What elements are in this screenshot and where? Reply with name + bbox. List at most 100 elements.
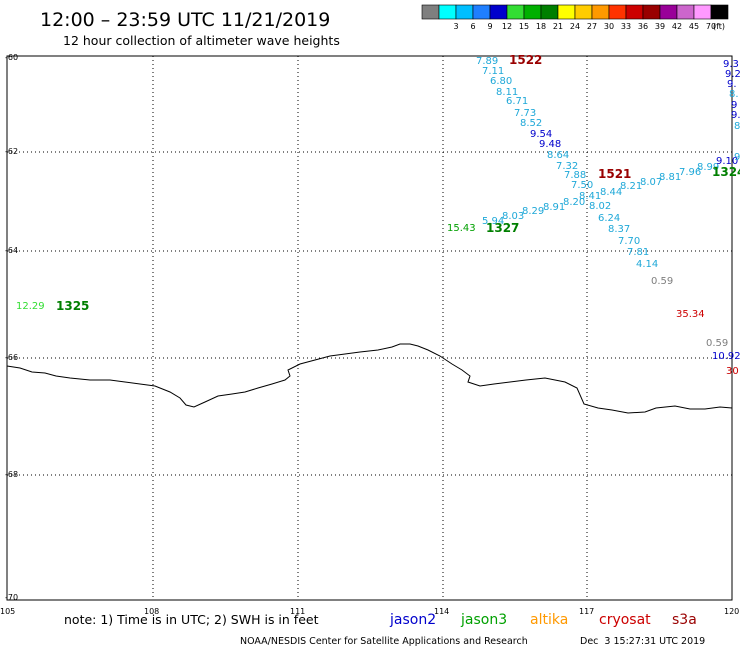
wave-reading: 8.02 [589,201,611,212]
wave-reading: 9.54 [530,129,552,140]
wave-reading: 6.80 [490,76,512,87]
wave-reading: 8.37 [608,224,630,235]
credit-line: NOAA/NESDIS Center for Satellite Applica… [240,636,528,647]
wave-reading: 7.50 [571,180,593,191]
legend-s3a: s3a [672,612,697,628]
wave-reading: 5.94 [482,216,504,227]
wave-reading: 0.59 [651,276,673,287]
wave-reading: 8.52 [520,118,542,129]
wave-reading: 9.3 [723,59,739,70]
scale-tick-label: 39 [655,22,665,31]
wave-reading: 8.20 [563,197,585,208]
wave-reading: 7.89 [476,56,498,67]
wave-reading: 12.29 [16,301,45,312]
scale-tick-label: 33 [621,22,631,31]
lon-label-120: 120 [724,607,739,616]
wave-reading: 9 [731,100,737,111]
scale-tick-label: 36 [638,22,648,31]
coastline [6,343,733,414]
wave-reading: 10.92 [712,351,740,362]
wave-reading: 8 [734,121,740,132]
legend-jason3: jason3 [460,612,507,628]
generated-timestamp: Dec 3 15:27:31 UTC 2019 [580,636,705,647]
scale-swatch [472,4,491,20]
wave-reading: 4.14 [636,259,658,270]
lon-label-111: 111 [290,607,305,616]
wave-reading: 8.21 [620,181,642,192]
scale-tick-label: 42 [672,22,682,31]
scale-swatch [557,4,576,20]
wave-reading: 8.99 [697,162,719,173]
wave-reading: 8. [729,89,739,100]
wave-reading: 7.88 [564,170,586,181]
pass-time: 1325 [56,299,89,313]
scale-tick-label: 12 [502,22,512,31]
legend-altika: altika [530,612,568,628]
wave-reading: 7.81 [627,247,649,258]
scale-swatch [625,4,644,20]
lon-label-105: 105 [0,607,15,616]
wave-reading: 8.41 [579,191,601,202]
pass-time: 1522 [509,53,542,67]
map-frame [6,55,733,601]
scale-tick-label: 9 [487,22,492,31]
scale-tick-label: 18 [536,22,546,31]
footer: note: 1) Time is in UTC; 2) SWH is in fe… [64,612,705,647]
scale-swatch [489,4,508,20]
wave-reading: 9. [727,79,737,90]
wave-reading: 7.73 [514,108,536,119]
wave-reading: 7.11 [482,66,504,77]
scale-tick-label: 21 [553,22,563,31]
legend-jason2: jason2 [389,612,436,628]
wave-reading: 8.44 [600,187,622,198]
scale-tick-label: 70 [706,22,716,31]
wave-reading: 8.29 [522,206,544,217]
scale-swatch [455,4,474,20]
wave-reading: 8.81 [659,172,681,183]
map-panel: -60 -62 -64 -66 -68 -70 105 108 111 114 … [0,53,740,616]
lat-label-64: -64 [5,246,18,255]
wave-reading: 7.32 [556,161,578,172]
wave-reading: 9.48 [539,139,561,150]
wave-reading: 9.2 [725,69,740,80]
scale-swatch [608,4,627,20]
footer-note: note: 1) Time is in UTC; 2) SWH is in fe… [64,612,319,627]
scale-tick-label: 15 [519,22,529,31]
scale-tick-label: 24 [570,22,580,31]
wave-reading: 35.34 [676,309,705,320]
scale-swatch [506,4,525,20]
wave-reading: 6.24 [598,213,620,224]
lon-label-108: 108 [144,607,159,616]
scale-tick-label: 3 [453,22,458,31]
wave-reading: 8.91 [543,202,565,213]
wave-reading: 7.70 [618,236,640,247]
lat-label-68: -68 [5,470,18,479]
scale-swatch [540,4,559,20]
scale-tick-label: 30 [604,22,614,31]
scale-swatch [421,4,440,20]
lat-label-70: -70 [5,593,18,602]
pass-time: 1327 [486,221,519,235]
wave-reading: 8.07 [640,177,662,188]
scale-swatch [574,4,593,20]
wave-reading: 0.59 [706,338,728,349]
lat-label-66: -66 [5,353,18,362]
scale-unit-label: (ft) [713,22,725,31]
wave-reading: 8.03 [502,211,524,222]
legend-cryosat: cryosat [599,612,651,628]
page-title: 12:00 – 23:59 UTC 11/21/2019 [40,9,330,31]
wave-reading: 8.64 [547,150,569,161]
scale-tick-label: 6 [470,22,475,31]
lon-label-114: 114 [434,607,449,616]
scale-swatch [693,4,712,20]
pass-time: 1521 [598,167,631,181]
wave-reading: 9 [734,152,740,163]
lat-label-62: -62 [5,147,18,156]
scale-swatch [676,4,695,20]
pass-time: 1324 [712,165,740,179]
wave-height-color-scale: 3 6 9 12 15 18 21 24 27 30 33 36 39 42 45 70(ft) [421,4,729,31]
wave-reading: 7.96 [679,167,701,178]
wave-reading: 30 [726,366,739,377]
page-subtitle: 12 hour collection of altimeter wave hei… [63,33,340,48]
